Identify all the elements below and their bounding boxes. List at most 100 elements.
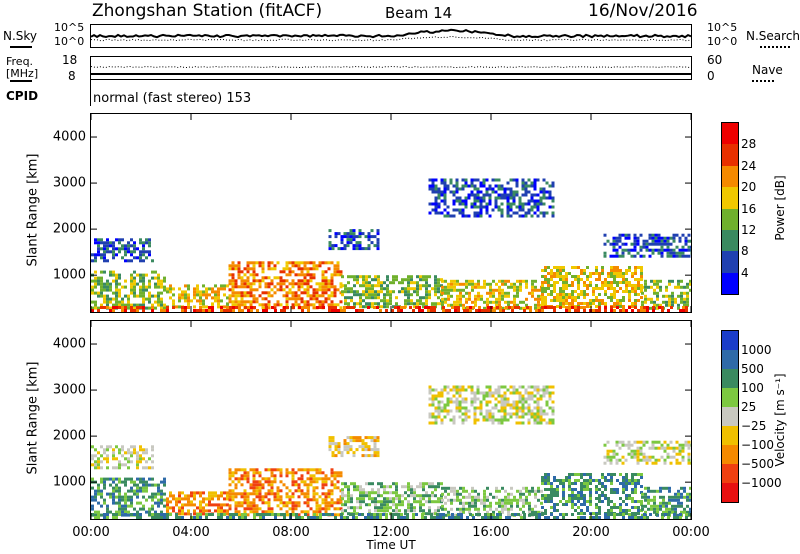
- y-tick-label: 1000: [52, 267, 86, 283]
- colorbar-swatch: [722, 165, 738, 188]
- power-ylabel: Slant Range [km]: [25, 153, 41, 267]
- colorbar-swatch: [722, 407, 738, 426]
- colorbar-tick-label: 4: [741, 265, 749, 280]
- echo-region: [91, 445, 154, 470]
- y-tick-label: 3000: [52, 175, 86, 191]
- colorbar-tick-label: 500: [741, 362, 764, 376]
- nave-label: Nave: [752, 63, 783, 77]
- colorbar-swatch: [722, 331, 738, 350]
- echo-region: [228, 261, 343, 310]
- nsearch-label: N.Search: [746, 29, 800, 43]
- colorbar-swatch: [722, 388, 738, 407]
- nave-legend-line: [752, 80, 774, 82]
- colorbar-tick-label: 12: [741, 222, 757, 237]
- colorbar-swatch: [722, 144, 738, 166]
- nsky-panel: [90, 24, 692, 48]
- x-axis-label: Time UT: [366, 538, 416, 552]
- x-tick-label: 12:00: [372, 525, 410, 540]
- colorbar-tick-label: −25: [741, 419, 767, 433]
- colorbar-swatch: [722, 123, 738, 145]
- beam-label: Beam 14: [385, 4, 453, 22]
- colorbar-swatch: [722, 272, 738, 294]
- cpid-label: CPID: [6, 89, 39, 103]
- x-tick-label: 16:00: [472, 525, 510, 540]
- echo-region: [91, 306, 688, 312]
- echo-region: [441, 279, 543, 310]
- velocity-colorbar: [721, 330, 739, 503]
- colorbar-tick-label: 16: [741, 201, 757, 216]
- colorbar-tick-label: 20: [741, 180, 757, 195]
- colorbar-tick-label: −500: [741, 457, 774, 471]
- echo-region: [641, 279, 691, 310]
- y-tick-label: 2000: [52, 428, 86, 444]
- nsearch-tick-bottom: 10^0: [707, 35, 738, 48]
- nsearch-tick-top: 10^5: [707, 21, 738, 34]
- echo-region: [341, 275, 443, 309]
- freq-tick-top: 18: [62, 53, 78, 67]
- freq-label-line2: [MHz]: [6, 67, 39, 80]
- nsearch-legend-line: [760, 46, 790, 48]
- colorbar-swatch: [722, 187, 738, 209]
- velocity-heatmap: [91, 321, 691, 519]
- echo-region: [166, 491, 229, 516]
- echo-region: [428, 385, 555, 425]
- nsky-legend-line: [10, 46, 32, 48]
- nsky-tick-bottom: 10^0: [54, 35, 85, 48]
- x-tick-label: 00:00: [672, 525, 710, 540]
- freq-tick-bottom: 8: [68, 69, 76, 83]
- echo-region: [441, 486, 543, 517]
- echo-region: [328, 229, 380, 251]
- echo-region: [541, 266, 643, 308]
- nsky-label: N.Sky: [3, 29, 38, 43]
- echo-region: [166, 284, 229, 309]
- station-title: Zhongshan Station (fitACF): [92, 1, 323, 21]
- echo-region: [228, 468, 343, 517]
- freq-legend-line: [10, 80, 32, 82]
- x-tick-label: 04:00: [172, 525, 210, 540]
- freq-label-line1: Freq.: [6, 55, 34, 68]
- echo-region: [603, 233, 691, 258]
- colorbar-tick-label: 28: [741, 137, 757, 152]
- echo-region: [603, 440, 691, 465]
- date-label: 16/Nov/2016: [588, 1, 698, 21]
- colorbar-tick-label: −1000: [741, 476, 782, 490]
- freq-trace: [91, 65, 691, 75]
- echo-region: [541, 473, 643, 515]
- echo-region: [91, 477, 166, 517]
- colorbar-swatch: [722, 426, 738, 445]
- velocity-ylabel: Slant Range [km]: [25, 361, 41, 475]
- y-tick-label: 4000: [52, 129, 86, 145]
- colorbar-swatch: [722, 445, 738, 464]
- echo-region: [328, 436, 380, 458]
- echo-region: [91, 270, 166, 310]
- freq-panel: [90, 56, 692, 80]
- colorbar-tick-label: −100: [741, 438, 774, 452]
- colorbar-tick-label: 25: [741, 400, 757, 414]
- colorbar-swatch: [722, 350, 738, 369]
- y-tick-label: 3000: [52, 382, 86, 398]
- colorbar-tick-label: 8: [741, 244, 749, 259]
- colorbar-swatch: [722, 229, 738, 252]
- echo-region: [91, 238, 154, 263]
- nave-tick-top: 60: [707, 53, 723, 67]
- echo-region: [341, 482, 443, 516]
- cpid-tick: [90, 80, 91, 106]
- colorbar-swatch: [722, 483, 738, 502]
- colorbar-swatch: [722, 208, 738, 230]
- colorbar-tick-label: 1000: [741, 343, 772, 357]
- cpid-text: normal (fast stereo) 153: [93, 91, 252, 106]
- nave-tick-bottom: 0: [707, 69, 715, 83]
- nsky-trace: [91, 28, 691, 42]
- x-tick-label: 20:00: [572, 525, 610, 540]
- colorbar-tick-label: 24: [741, 158, 757, 173]
- nsky-tick-top: 10^5: [54, 21, 85, 34]
- echo-region: [641, 486, 691, 517]
- y-tick-label: 1000: [52, 474, 86, 490]
- x-tick-label: 00:00: [72, 525, 110, 540]
- power-heatmap: [91, 114, 691, 312]
- colorbar-swatch: [722, 369, 738, 388]
- y-tick-label: 2000: [52, 221, 86, 237]
- colorbar-swatch: [722, 251, 738, 273]
- colorbar-swatch: [722, 464, 738, 483]
- power-colorbar: [721, 122, 739, 295]
